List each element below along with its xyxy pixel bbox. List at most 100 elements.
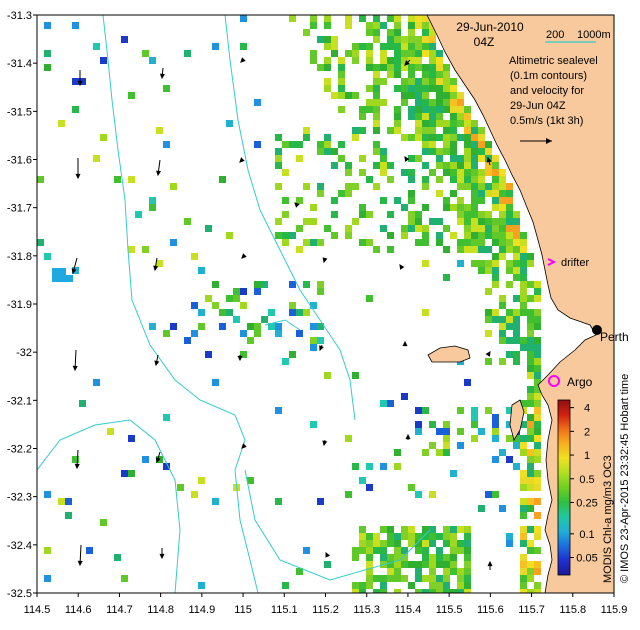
colorbar-tick-label: 4 <box>584 403 590 415</box>
chl-pixel <box>422 176 429 183</box>
chl-pixel <box>485 232 492 239</box>
chl-pixel <box>492 260 499 267</box>
desc-line-2: (0.1m contours) <box>510 70 587 82</box>
chl-pixel <box>59 275 66 282</box>
chl-pixel <box>520 470 527 477</box>
chl-pixel <box>408 540 415 547</box>
chl-pixel <box>352 92 359 99</box>
chl-pixel <box>415 407 422 414</box>
chl-pixel <box>408 106 415 113</box>
chl-pixel <box>464 134 471 141</box>
chl-pixel <box>492 176 499 183</box>
contour-line <box>244 469 431 581</box>
chl-pixel <box>534 470 541 477</box>
chl-pixel <box>499 239 506 246</box>
chl-pixel <box>408 57 415 64</box>
chl-pixel <box>401 36 408 43</box>
chl-pixel <box>303 29 310 36</box>
chl-pixel <box>527 372 534 379</box>
chl-pixel <box>359 211 366 218</box>
chl-pixel <box>520 554 527 561</box>
chl-pixel <box>429 589 436 593</box>
chl-pixel <box>394 589 401 593</box>
chl-pixel <box>191 491 198 498</box>
chl-pixel <box>506 435 513 442</box>
chl-pixel <box>429 169 436 176</box>
chl-pixel <box>380 547 387 554</box>
chl-pixel <box>408 526 415 533</box>
chl-pixel <box>485 260 492 267</box>
chl-pixel <box>436 533 443 540</box>
chl-pixel <box>72 78 79 85</box>
chl-pixel <box>324 141 331 148</box>
chl-pixel <box>387 15 394 22</box>
chl-pixel <box>429 29 436 36</box>
chl-pixel <box>443 435 450 442</box>
velocity-arrow <box>77 544 83 567</box>
chl-pixel <box>457 155 464 162</box>
chl-pixel <box>443 64 450 71</box>
chl-pixel <box>394 36 401 43</box>
chl-pixel <box>401 134 408 141</box>
chl-pixel <box>163 463 170 470</box>
chl-pixel <box>275 162 282 169</box>
chl-pixel <box>226 120 233 127</box>
chl-pixel <box>310 421 317 428</box>
chl-pixel <box>373 85 380 92</box>
chl-pixel <box>359 127 366 134</box>
chl-pixel <box>485 225 492 232</box>
chl-pixel <box>247 477 254 484</box>
velocity-arrow <box>72 349 78 372</box>
chl-pixel <box>471 155 478 162</box>
chl-pixel <box>408 29 415 36</box>
chl-pixel <box>520 400 527 407</box>
chl-pixel <box>450 113 457 120</box>
chl-pixel <box>478 239 485 246</box>
chl-pixel <box>387 568 394 575</box>
chl-pixel <box>380 155 387 162</box>
chl-pixel <box>331 36 338 43</box>
chl-pixel <box>254 330 261 337</box>
x-tick-label: 115.9 <box>601 604 628 616</box>
chl-pixel <box>408 533 415 540</box>
velocity-arrow <box>325 551 331 558</box>
chl-pixel <box>471 183 478 190</box>
chl-pixel <box>534 365 541 372</box>
chl-pixel <box>471 260 478 267</box>
chl-pixel <box>44 22 51 29</box>
chl-pixel <box>408 78 415 85</box>
argo-label: Argo <box>567 375 593 389</box>
chl-pixel <box>492 435 499 442</box>
chl-pixel <box>282 169 289 176</box>
chl-pixel <box>303 309 310 316</box>
chl-pixel <box>485 309 492 316</box>
chl-pixel <box>387 400 394 407</box>
chl-pixel <box>527 316 534 323</box>
chl-pixel <box>331 148 338 155</box>
chl-pixel <box>499 183 506 190</box>
chl-pixel <box>212 281 219 288</box>
chl-pixel <box>373 162 380 169</box>
chl-pixel <box>450 120 457 127</box>
chl-pixel <box>457 260 464 267</box>
velocity-arrow <box>240 57 246 63</box>
chl-pixel <box>534 351 541 358</box>
chl-pixel <box>156 260 163 267</box>
chl-pixel <box>527 414 534 421</box>
chl-pixel <box>520 302 527 309</box>
chl-pixel <box>359 239 366 246</box>
chl-pixel <box>317 183 324 190</box>
chl-pixel <box>415 421 422 428</box>
chl-pixel <box>142 246 149 253</box>
chl-pixel <box>275 323 282 330</box>
chl-pixel <box>380 43 387 50</box>
chl-pixel <box>520 477 527 484</box>
chl-pixel <box>408 218 415 225</box>
chl-pixel <box>436 239 443 246</box>
chl-pixel <box>324 78 331 85</box>
x-tick-label: 114.8 <box>147 604 174 616</box>
chl-pixel <box>303 281 310 288</box>
chl-pixel <box>471 141 478 148</box>
chl-pixel <box>422 29 429 36</box>
chl-pixel <box>366 582 373 589</box>
